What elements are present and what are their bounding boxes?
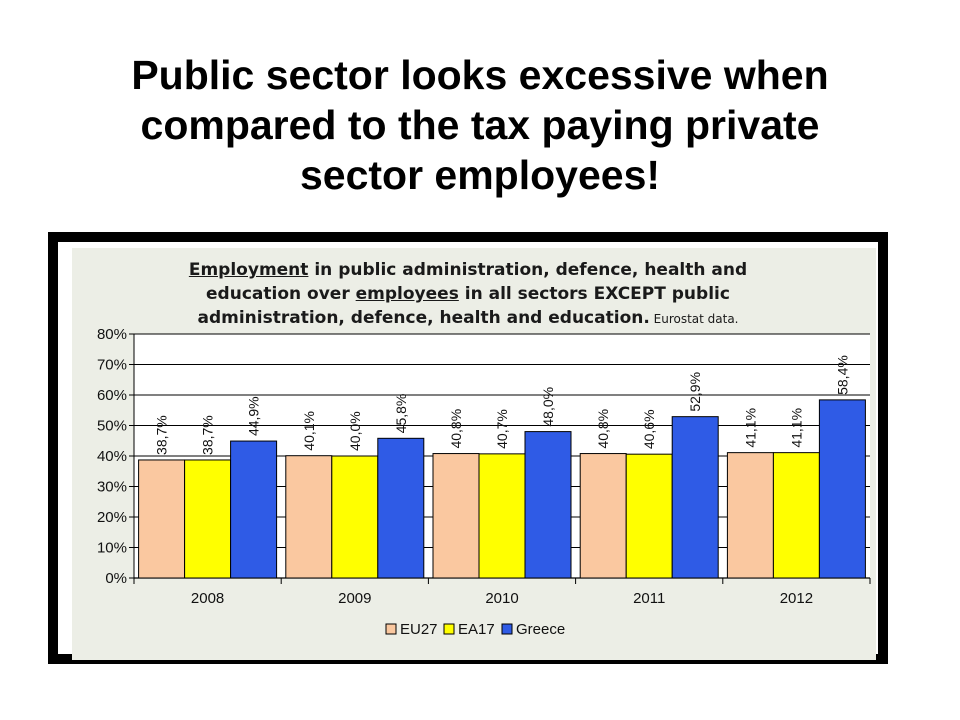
legend-label-greece: Greece xyxy=(516,621,565,638)
data-label: 38,7% xyxy=(154,415,170,455)
bar-greece xyxy=(818,399,866,579)
y-tick-label: 10% xyxy=(97,540,127,557)
legend-swatch-ea17 xyxy=(443,623,455,635)
x-tick-label: 2010 xyxy=(485,590,518,607)
slide-title: Public sector looks excessive when compa… xyxy=(0,50,960,200)
bar-greece xyxy=(230,440,278,579)
legend-swatch-eu27 xyxy=(385,623,397,635)
data-label: 40,6% xyxy=(641,409,657,449)
chart-frame: Employment in public administration, def… xyxy=(48,232,888,664)
x-tick-label: 2012 xyxy=(780,590,813,607)
data-label: 44,9% xyxy=(246,396,262,436)
x-tick-label: 2008 xyxy=(191,590,224,607)
data-label: 52,9% xyxy=(687,372,703,412)
y-tick-label: 60% xyxy=(97,387,127,404)
data-label: 40,8% xyxy=(448,409,464,449)
legend-label-eu27: EU27 xyxy=(400,621,438,638)
bar-ea17 xyxy=(625,453,673,579)
bar-eu27 xyxy=(726,452,774,579)
legend-swatch-greece xyxy=(501,623,513,635)
x-tick-label: 2011 xyxy=(633,590,665,607)
chart-title-part-1: Employment xyxy=(188,260,309,280)
bar-eu27 xyxy=(579,453,627,579)
y-tick-label: 0% xyxy=(105,570,127,587)
bar-eu27 xyxy=(432,453,480,579)
bar-greece xyxy=(377,437,425,579)
slide-title-line-2: compared to the tax paying private xyxy=(140,102,820,148)
y-tick-label: 40% xyxy=(97,448,127,465)
data-label: 48,0% xyxy=(540,387,556,427)
chart-title-part-2: in public administration, defence, healt… xyxy=(206,260,748,304)
bar-greece xyxy=(671,416,719,579)
data-label: 40,0% xyxy=(347,411,363,451)
y-tick-label: 50% xyxy=(97,418,127,435)
data-label: 40,7% xyxy=(494,409,510,449)
data-label: 38,7% xyxy=(200,415,216,455)
data-label: 58,4% xyxy=(834,355,850,395)
slide-title-line-1: Public sector looks excessive when xyxy=(131,52,829,98)
bar-eu27 xyxy=(138,459,186,579)
bar-chart: 0% 10% 20% 30% 40% 50% 60% 70% 80% 2008 38,7% 38,7%… xyxy=(97,326,871,638)
chart-title-part-3: employees xyxy=(355,284,459,304)
data-label: 40,8% xyxy=(595,409,611,449)
bar-eu27 xyxy=(285,455,333,579)
chart-title-note: Eurostat data. xyxy=(649,312,739,326)
bar-greece xyxy=(524,431,572,579)
legend-label-ea17: EA17 xyxy=(458,621,495,638)
slide-title-line-3: sector employees! xyxy=(299,152,661,198)
y-tick-label: 30% xyxy=(97,479,127,496)
y-tick-label: 20% xyxy=(97,509,127,526)
data-label: 40,1% xyxy=(301,411,317,451)
data-label: 41,1% xyxy=(742,408,758,448)
bar-ea17 xyxy=(478,453,526,579)
chart-title-part-4: in all sectors EXCEPT public administrat… xyxy=(197,284,730,328)
bar-ea17 xyxy=(331,455,379,579)
y-tick-label: 80% xyxy=(97,326,127,343)
data-label: 41,1% xyxy=(788,408,804,448)
chart-title: Employment in public administration, def… xyxy=(158,258,778,331)
y-tick-label: 70% xyxy=(97,357,127,374)
x-tick-label: 2009 xyxy=(338,590,371,607)
data-label: 45,8% xyxy=(393,394,409,434)
bar-ea17 xyxy=(184,459,232,579)
bar-ea17 xyxy=(772,452,820,579)
